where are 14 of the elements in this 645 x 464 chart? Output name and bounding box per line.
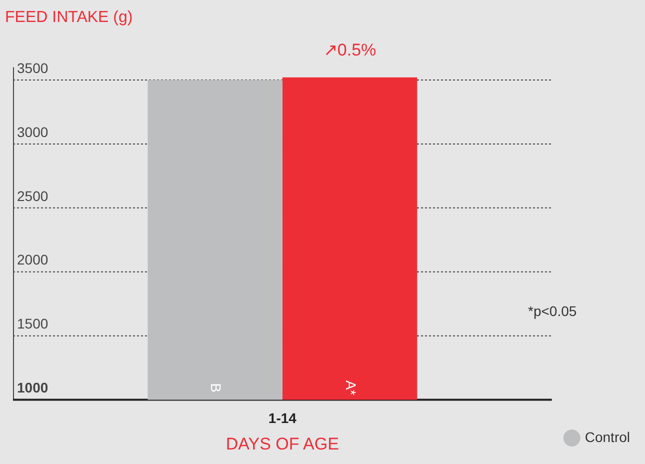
y-tick-label: 2000 <box>17 252 48 268</box>
y-tick-label: 3500 <box>17 60 48 76</box>
y-tick-label: 1500 <box>17 316 48 332</box>
text: ↗0.5% <box>323 40 376 60</box>
x-axis-title: DAYS OF AGE <box>226 434 339 454</box>
y-axis-title: FEED INTAKE (g) <box>5 9 133 26</box>
annotation: B <box>208 383 224 392</box>
x-tick-label: 1-14 <box>268 410 297 426</box>
annotation: A* <box>342 380 359 396</box>
annotation: *p<0.05 <box>528 302 577 319</box>
y-tick-label: 1000 <box>17 380 48 396</box>
y-tick-label: 3000 <box>17 124 48 140</box>
y-tick-label: 2500 <box>17 188 48 204</box>
legend-label: Control <box>584 428 630 445</box>
